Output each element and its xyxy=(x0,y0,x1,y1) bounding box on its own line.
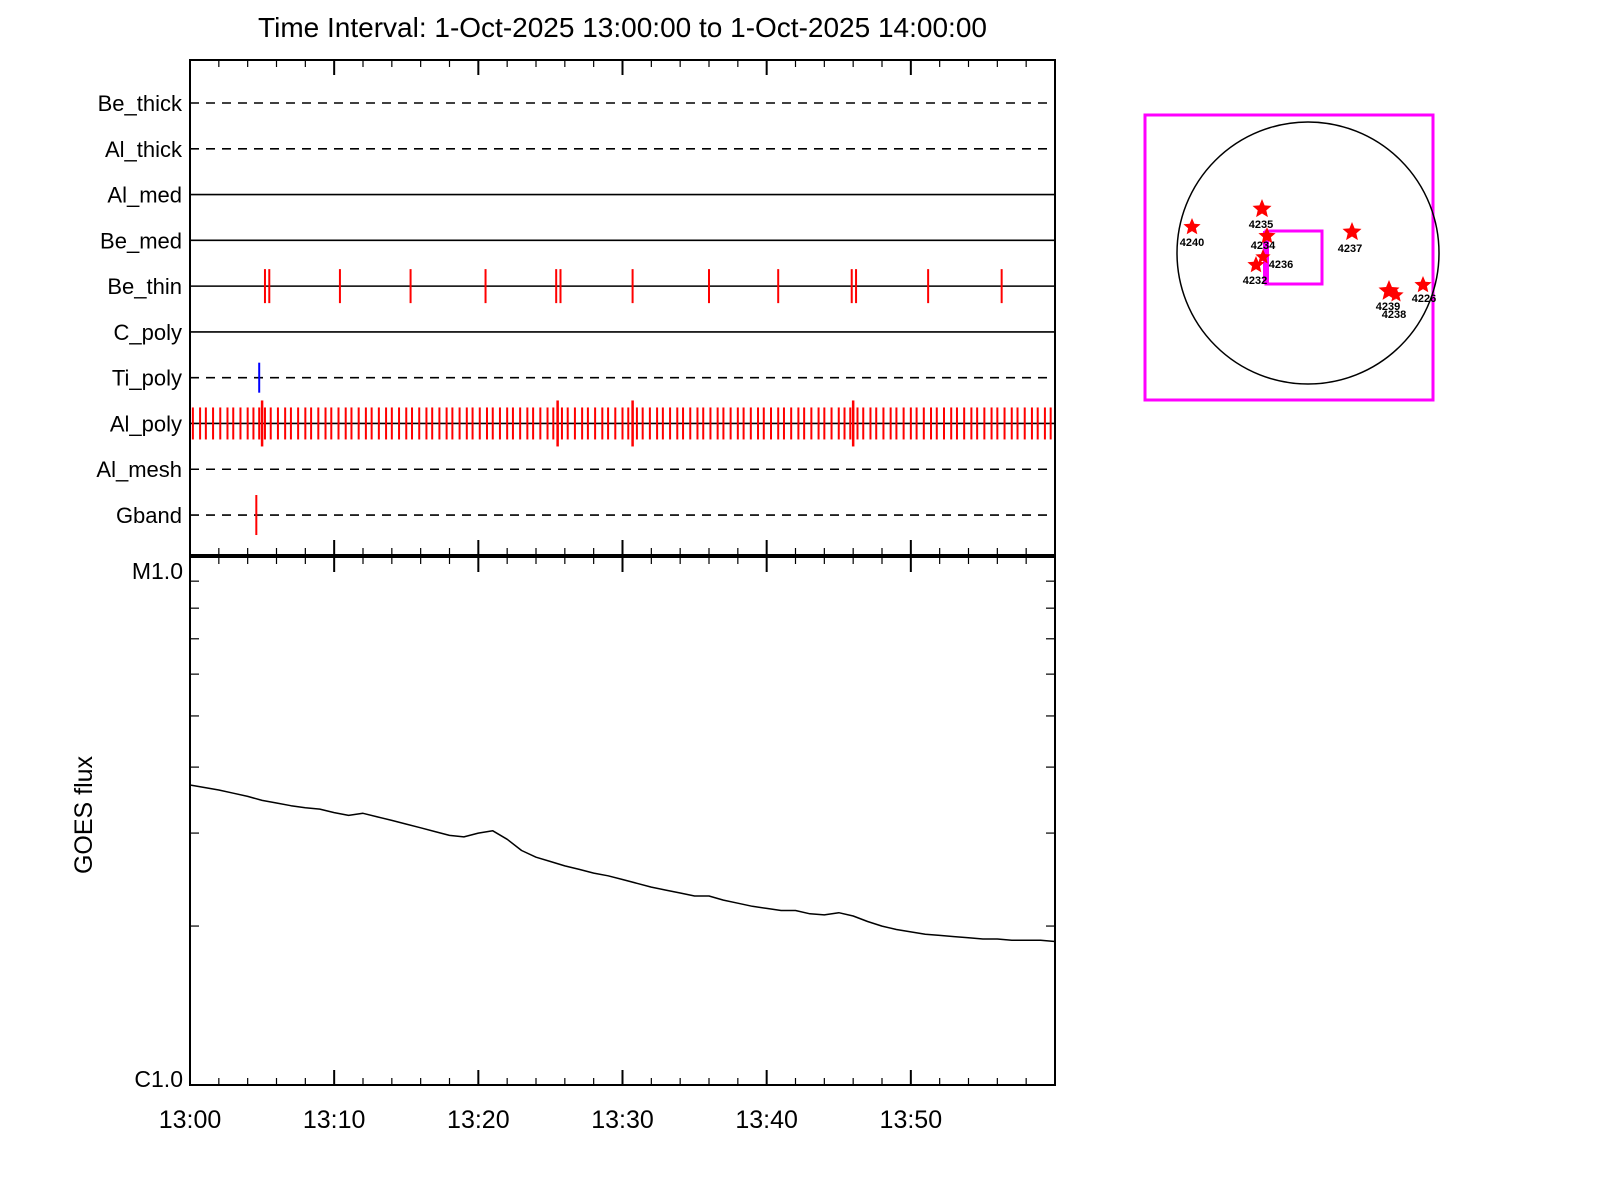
timeline-channel-Be_thick: Be_thick xyxy=(98,91,1055,116)
solar-disk xyxy=(1176,121,1440,385)
timeline-channel-Al_mesh: Al_mesh xyxy=(96,457,1055,482)
x-tick-label: 13:00 xyxy=(159,1106,222,1134)
timeline-channel-Gband: Gband xyxy=(116,495,1055,536)
goes-flux-curve xyxy=(189,784,1056,943)
active-region-star-4237 xyxy=(1342,222,1362,241)
goes-panel xyxy=(189,556,1056,1086)
active-region-star-4240 xyxy=(1183,218,1201,235)
timeline-channel-Ti_poly: Ti_poly xyxy=(112,362,1055,393)
timeline-channel-Al_thick: Al_thick xyxy=(105,137,1055,162)
active-region-label-4237: 4237 xyxy=(1338,243,1362,255)
active-region-star-4232 xyxy=(1247,256,1265,273)
channel-label: Ti_poly xyxy=(112,366,182,391)
timeline-channel-Al_poly: Al_poly xyxy=(110,400,1055,447)
goes-y-axis-title: GOES flux xyxy=(70,755,98,875)
x-tick-label: 13:20 xyxy=(447,1106,510,1134)
x-tick-label: 13:30 xyxy=(591,1106,654,1134)
timeline-channel-Be_med: Be_med xyxy=(100,228,1055,253)
active-region-label-4239: 4239 xyxy=(1376,301,1400,313)
active-region-label-4240: 4240 xyxy=(1180,237,1204,249)
active-region-label-4236: 4236 xyxy=(1269,259,1293,271)
channel-label: Be_thick xyxy=(98,91,183,116)
timeline-channel-C_poly: C_poly xyxy=(114,320,1055,345)
active-region-label-4235: 4235 xyxy=(1249,219,1273,231)
active-region-label-4238: 4238 xyxy=(1382,309,1406,321)
goes-ymin-label: C1.0 xyxy=(134,1066,183,1092)
channel-label: Be_thin xyxy=(107,274,182,299)
active-region-star-4235 xyxy=(1252,199,1272,218)
active-region-star-4238 xyxy=(1388,287,1404,302)
x-tick-label: 13:50 xyxy=(880,1106,943,1134)
channel-label: Al_mesh xyxy=(96,457,182,482)
channel-label: Gband xyxy=(116,503,182,528)
goes-ymax-label: M1.0 xyxy=(131,558,183,584)
active-region-label-4232: 4232 xyxy=(1243,275,1267,287)
map-outer-box xyxy=(1143,113,1435,402)
active-region-star-4226 xyxy=(1414,276,1432,293)
active-region-star-4234 xyxy=(1258,227,1276,244)
active-region-label-4226: 4226 xyxy=(1412,293,1436,305)
x-tick-label: 13:10 xyxy=(303,1106,366,1134)
channel-label: Al_thick xyxy=(105,137,183,162)
channel-label: C_poly xyxy=(114,320,182,345)
channel-label: Al_poly xyxy=(110,411,182,436)
channel-label: Be_med xyxy=(100,228,182,253)
x-tick-label: 13:40 xyxy=(735,1106,798,1134)
page-title: Time Interval: 1-Oct-2025 13:00:00 to 1-… xyxy=(258,12,987,43)
xrt-fov-box xyxy=(1264,229,1324,286)
channel-label: Al_med xyxy=(107,183,182,208)
active-region-star-4236 xyxy=(1255,249,1271,264)
timeline-channel-Al_med: Al_med xyxy=(107,183,1055,208)
timeline-channel-Be_thin: Be_thin xyxy=(107,269,1055,304)
active-region-label-4234: 4234 xyxy=(1251,240,1276,252)
timeline-panel xyxy=(189,59,1056,556)
